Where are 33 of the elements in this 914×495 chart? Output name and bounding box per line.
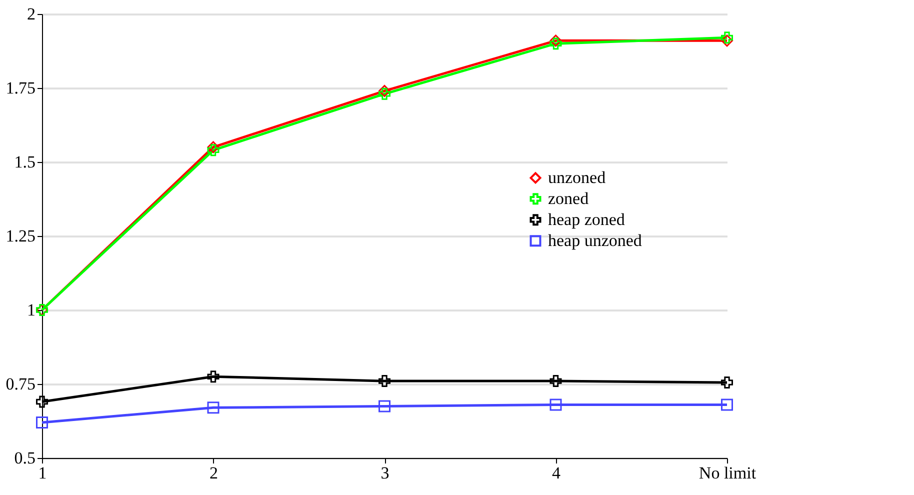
point (721, 34, 733, 47)
y-tick-label: 1.25 (6, 226, 36, 246)
point (721, 398, 733, 411)
y-tick-label: 1.75 (6, 78, 36, 98)
point (207, 370, 220, 383)
point (378, 84, 390, 97)
y-tick-label: 2 (27, 4, 36, 24)
x-tick-label: 3 (380, 464, 390, 482)
x-tick-label: 2 (210, 464, 218, 482)
legend-label: heap zoned (548, 210, 626, 229)
point (721, 376, 733, 389)
point (721, 32, 733, 44)
point (36, 416, 48, 428)
y-tick-label: 1.5 (14, 152, 36, 172)
point (207, 141, 220, 154)
point (207, 144, 220, 156)
point (550, 375, 562, 388)
point (378, 375, 390, 388)
legend-label: heap unzoned (548, 230, 642, 250)
point (378, 88, 390, 100)
y-tick-label: 0.5 (14, 448, 36, 468)
legend-label: zoned (548, 188, 590, 208)
y-tick-label: 1 (27, 300, 36, 320)
x-tick-label: No limit (698, 464, 756, 482)
point (36, 396, 48, 408)
point (550, 38, 562, 50)
x-tick-label: 4 (552, 464, 561, 482)
point (378, 400, 390, 412)
legend-label: unzoned (548, 168, 606, 187)
point (550, 34, 562, 47)
point (207, 402, 220, 414)
point (550, 398, 562, 411)
y-tick-label: 0.75 (6, 374, 36, 394)
